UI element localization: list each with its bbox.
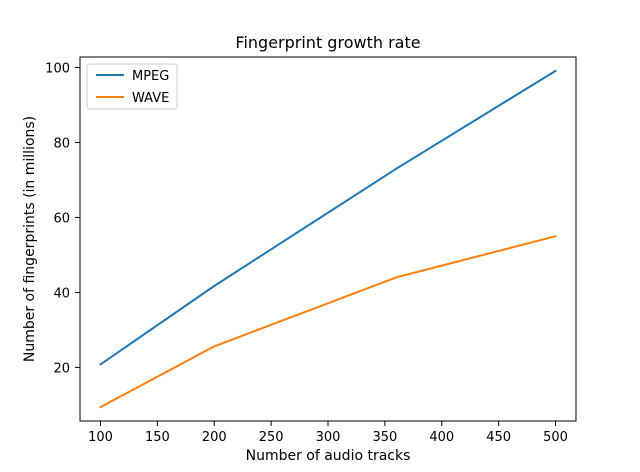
x-tick-label-400: 400 <box>429 430 454 445</box>
legend: MPEG WAVE <box>86 63 178 110</box>
x-tick-label-250: 250 <box>259 430 284 445</box>
x-tick-label-300: 300 <box>316 430 341 445</box>
y-tick-label-20: 20 <box>53 361 70 376</box>
y-tick-label-100: 100 <box>45 61 70 76</box>
x-tick-label-500: 500 <box>543 430 568 445</box>
x-axis-label: Number of audio tracks <box>246 448 411 464</box>
x-tick-label-350: 350 <box>372 430 397 445</box>
legend-label-wave: WAVE <box>132 91 169 106</box>
series-layer <box>99 69 557 409</box>
legend-label-mpeg: MPEG <box>132 69 169 84</box>
y-tick-label-80: 80 <box>53 136 70 151</box>
y-tick-label-60: 60 <box>53 211 70 226</box>
x-axis: 100 150 200 250 300 350 400 450 500 <box>88 421 568 445</box>
y-axis: 20 40 60 80 100 <box>45 61 80 376</box>
series-line-wave <box>99 234 557 409</box>
series-line-mpeg <box>99 69 557 366</box>
y-tick-label-40: 40 <box>53 286 70 301</box>
x-tick-label-450: 450 <box>486 430 511 445</box>
x-tick-label-100: 100 <box>88 430 113 445</box>
y-axis-label: Number of fingerprints (in millions) <box>22 116 38 362</box>
plot-area <box>79 56 577 422</box>
x-tick-label-150: 150 <box>145 430 170 445</box>
x-tick-label-200: 200 <box>202 430 227 445</box>
chart-title: Fingerprint growth rate <box>235 33 420 52</box>
